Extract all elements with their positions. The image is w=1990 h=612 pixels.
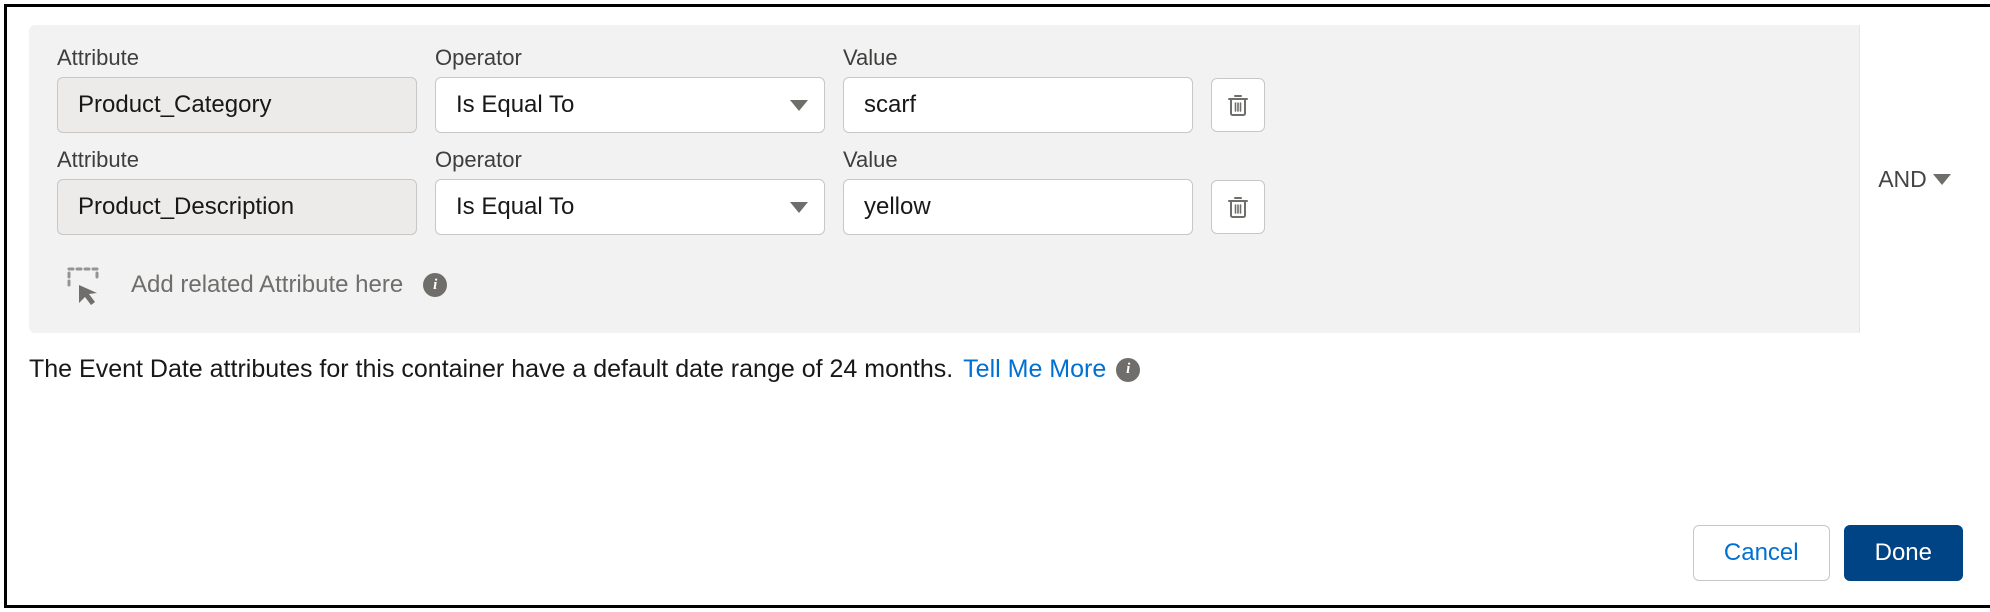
operator-label: Operator <box>435 147 825 173</box>
done-button-label: Done <box>1875 539 1932 567</box>
footer-buttons: Cancel Done <box>1693 525 1963 581</box>
attribute-chip[interactable]: Product_Description <box>57 179 417 235</box>
cancel-button[interactable]: Cancel <box>1693 525 1830 581</box>
operator-select-text: Is Equal To <box>456 193 574 221</box>
cancel-button-label: Cancel <box>1724 539 1799 567</box>
logic-operator-slot: AND <box>1859 25 1969 333</box>
filter-container: Attribute Product_Category Operator Is E… <box>29 25 1969 333</box>
logic-operator-text: AND <box>1878 166 1927 193</box>
trash-icon <box>1227 93 1249 117</box>
attribute-label: Attribute <box>57 147 417 173</box>
info-icon[interactable]: i <box>1116 358 1140 382</box>
attribute-chip[interactable]: Product_Category <box>57 77 417 133</box>
delete-row-button[interactable] <box>1211 180 1265 234</box>
value-label: Value <box>843 147 1193 173</box>
footer-note: The Event Date attributes for this conta… <box>29 355 1990 384</box>
attribute-chip-text: Product_Description <box>78 193 294 221</box>
footer-note-text: The Event Date attributes for this conta… <box>29 355 953 384</box>
filter-row: Attribute Product_Description Operator I… <box>57 147 1831 235</box>
value-group: Value <box>843 147 1193 235</box>
filter-row: Attribute Product_Category Operator Is E… <box>57 45 1831 133</box>
attribute-chip-text: Product_Category <box>78 91 271 119</box>
operator-select[interactable]: Is Equal To <box>435 77 825 133</box>
chevron-down-icon <box>790 100 808 111</box>
drag-drop-icon <box>63 263 111 307</box>
filter-builder-panel: Attribute Product_Category Operator Is E… <box>4 4 1990 608</box>
add-related-dropzone[interactable]: Add related Attribute here i <box>57 263 1831 307</box>
logic-operator-select[interactable]: AND <box>1878 166 1951 193</box>
operator-label: Operator <box>435 45 825 71</box>
value-input[interactable] <box>843 77 1193 133</box>
operator-select-text: Is Equal To <box>456 91 574 119</box>
attribute-group: Attribute Product_Category <box>57 45 417 133</box>
chevron-down-icon <box>790 202 808 213</box>
attribute-group: Attribute Product_Description <box>57 147 417 235</box>
value-label: Value <box>843 45 1193 71</box>
value-group: Value <box>843 45 1193 133</box>
operator-group: Operator Is Equal To <box>435 45 825 133</box>
done-button[interactable]: Done <box>1844 525 1963 581</box>
operator-select[interactable]: Is Equal To <box>435 179 825 235</box>
rules-area: Attribute Product_Category Operator Is E… <box>29 25 1859 333</box>
delete-row-button[interactable] <box>1211 78 1265 132</box>
add-related-text: Add related Attribute here <box>131 271 403 299</box>
trash-icon <box>1227 195 1249 219</box>
value-input[interactable] <box>843 179 1193 235</box>
tell-me-more-link[interactable]: Tell Me More <box>963 355 1106 384</box>
chevron-down-icon <box>1933 174 1951 185</box>
attribute-label: Attribute <box>57 45 417 71</box>
operator-group: Operator Is Equal To <box>435 147 825 235</box>
info-icon[interactable]: i <box>423 273 447 297</box>
